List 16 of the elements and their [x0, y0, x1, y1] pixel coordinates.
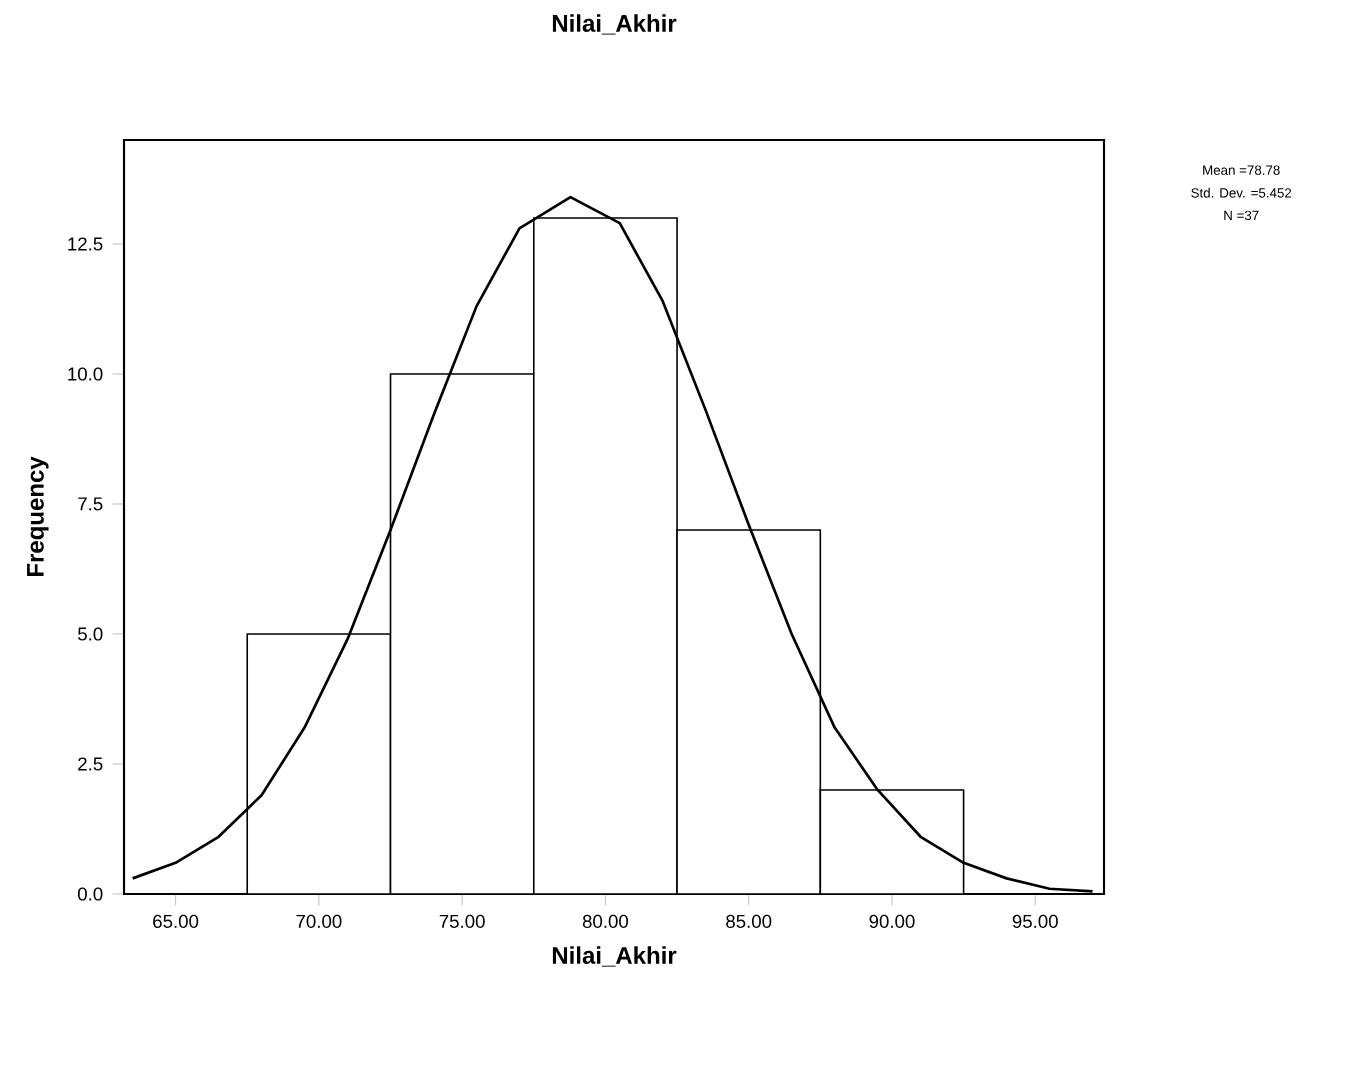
x-tick-label: 65.00 [153, 914, 199, 928]
y-axis-title: Frequency [27, 456, 49, 577]
x-tick-label: 75.00 [439, 914, 485, 928]
x-tick-label: 90.00 [869, 914, 915, 928]
y-tick-label: 0.0 [77, 887, 103, 901]
x-axis-title: Nilai_Akhir [552, 946, 677, 967]
y-tick-label: 10.0 [68, 367, 103, 381]
x-tick-label: 80.00 [582, 914, 629, 928]
x-tick-label: 70.00 [296, 914, 342, 928]
y-tick-label: 7.5 [78, 497, 103, 511]
y-tick-label: 5.0 [78, 627, 103, 641]
chart-title: Nilai_Akhir [552, 14, 677, 35]
x-tick-label: 95.00 [1012, 914, 1058, 928]
y-tick-label: 12.5 [68, 237, 103, 251]
y-tick-label: 2.5 [78, 757, 103, 771]
x-tick-label: 85.00 [726, 914, 772, 928]
